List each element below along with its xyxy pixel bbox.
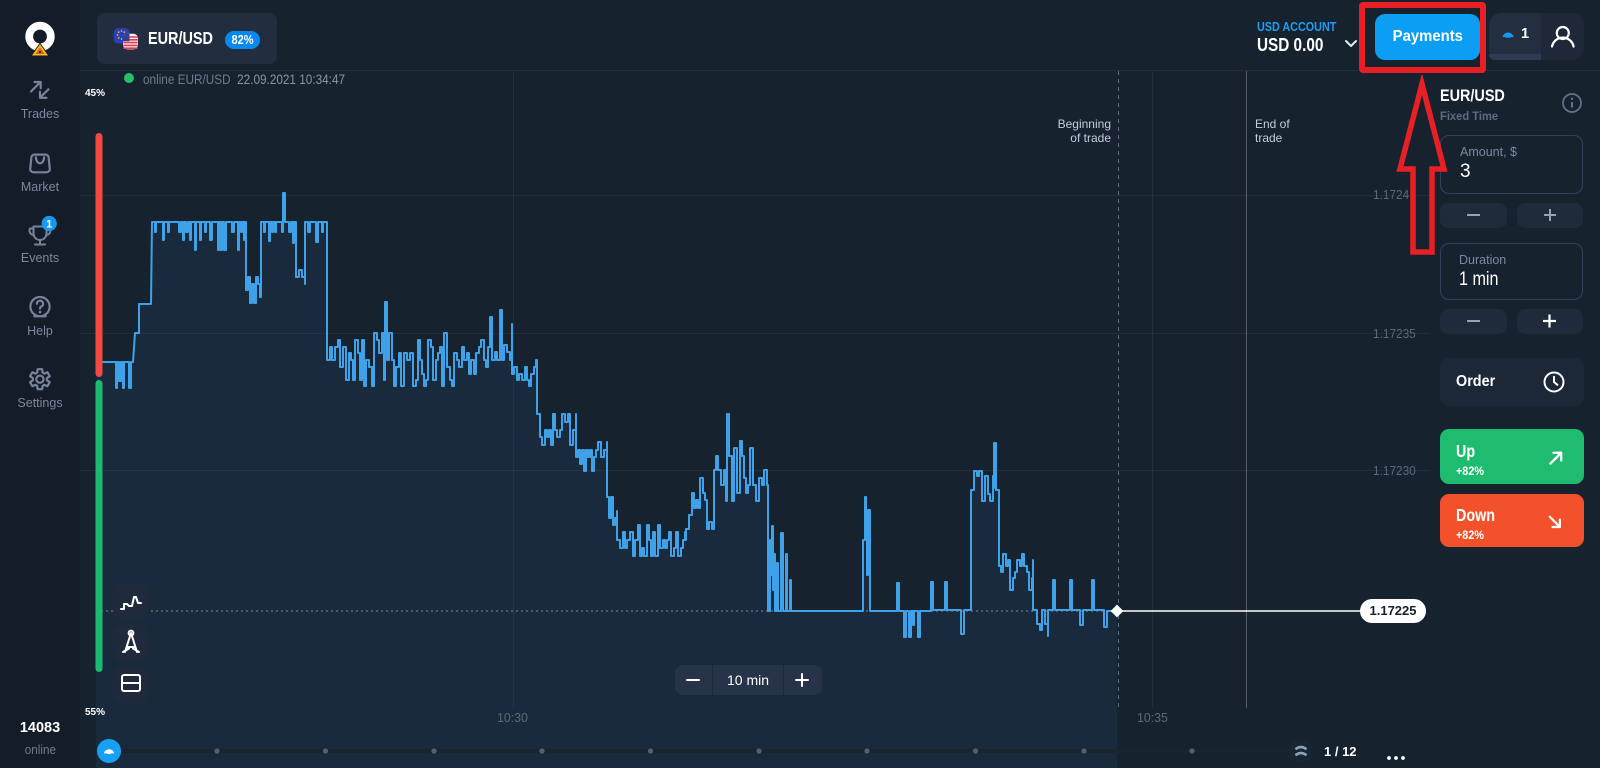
svg-text:1: 1 [46, 219, 52, 231]
